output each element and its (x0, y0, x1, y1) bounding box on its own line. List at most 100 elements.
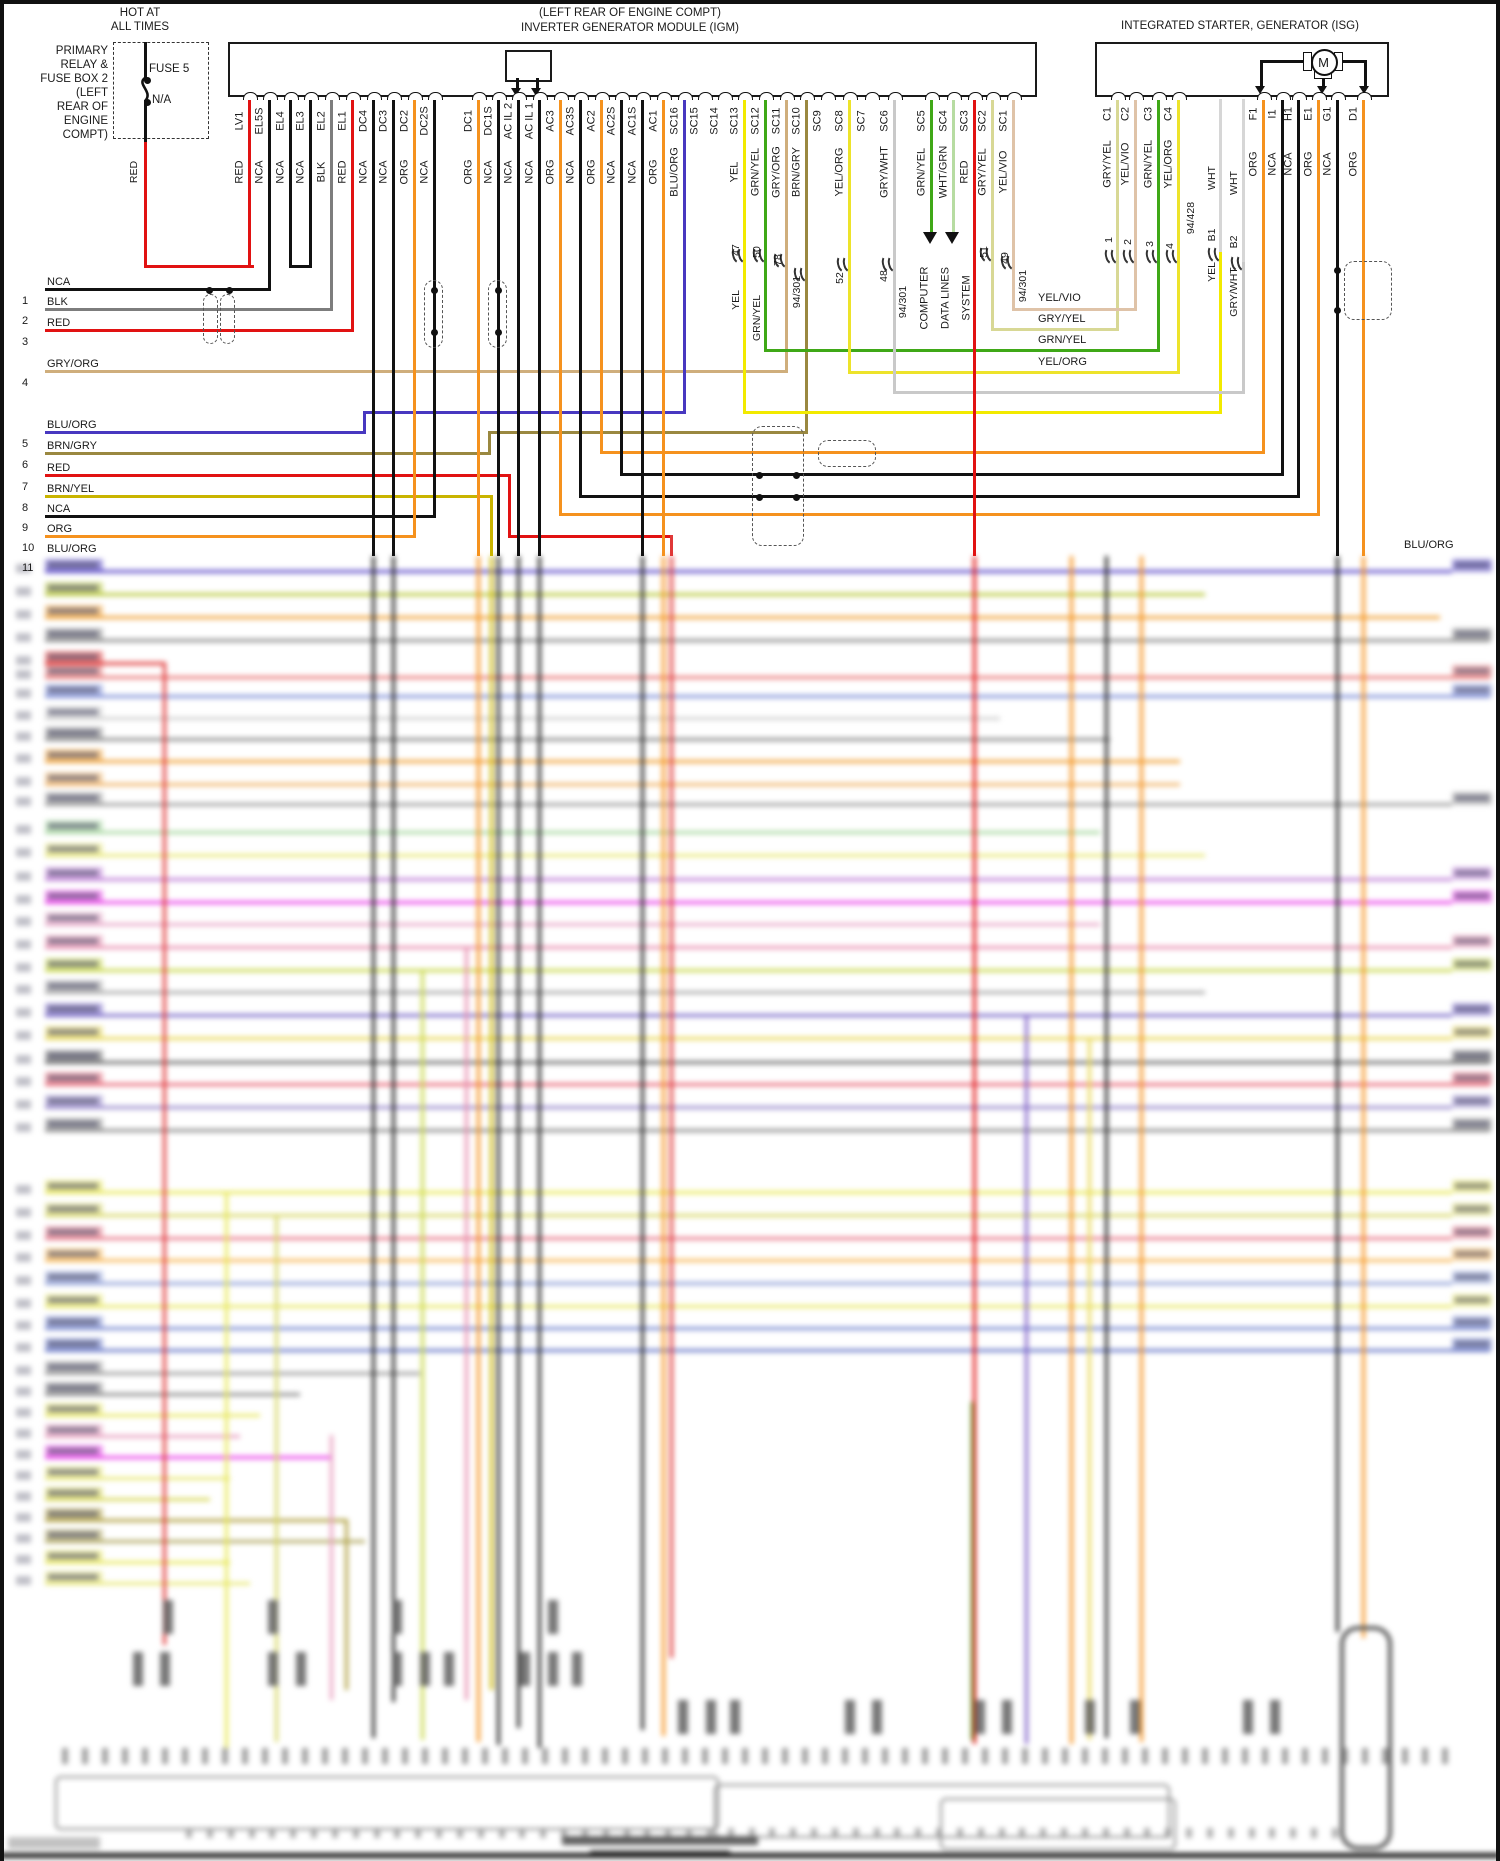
connector-pin-arc (780, 92, 795, 100)
connector-pin-arc (533, 92, 548, 100)
blurred-caption-text (562, 1836, 758, 1845)
blurred-terminal-tick (331, 1828, 338, 1838)
motor-icon (1311, 49, 1338, 76)
blurred-wire (275, 1214, 279, 1742)
computer-data-lines-text: DATA LINES (939, 267, 952, 329)
blurred-wire (490, 556, 494, 1690)
connector-pin-arc (738, 92, 753, 100)
blurred-terminal-tick (222, 1748, 228, 1764)
row-number-10: 10 (22, 542, 35, 554)
fuse-block-line: (LEFT (76, 87, 108, 99)
splice-label: 94/301 (896, 285, 909, 319)
junction-dot (144, 99, 151, 106)
blurred-label-ink (48, 823, 98, 829)
blurred-label-ink (48, 1274, 98, 1280)
blurred-terminal-tick (915, 1828, 922, 1838)
wire-color-label: GRY/YEL (1101, 140, 1114, 188)
blurred-label-ink (48, 1251, 98, 1257)
blurred-row-number (16, 985, 31, 994)
pin-label-acil2: AC IL 2 (502, 102, 515, 140)
blurred-terminal-tick (862, 1748, 868, 1764)
blurred-label-ink (1455, 1274, 1489, 1280)
blurred-terminal-tick (1402, 1748, 1408, 1764)
connector-pin-arc (800, 92, 815, 100)
blurred-row-number (16, 754, 31, 763)
pin-label-sc10: SC10 (790, 107, 803, 135)
pin-label-sc14: SC14 (708, 107, 721, 135)
pin-label-c4: C4 (1162, 106, 1175, 122)
blurred-row-number (16, 1123, 31, 1132)
blurred-label-ink (48, 1448, 98, 1454)
wire-segment (508, 535, 673, 538)
blurred-wire (45, 1259, 1452, 1263)
blurred-terminal-tick (1322, 1748, 1328, 1764)
blurred-row-number (16, 1450, 31, 1459)
connector-pin-arc (657, 92, 672, 100)
splice-label: B2 (1227, 235, 1240, 249)
blurred-terminal-tick (62, 1748, 68, 1764)
pin-label-c1: C1 (1101, 106, 1114, 122)
blurred-row-number (16, 1299, 31, 1308)
blurred-wire (163, 662, 167, 1645)
wire-segment (743, 99, 746, 414)
blurred-row-number (16, 1253, 31, 1262)
blurred-wire (662, 556, 666, 1736)
all-times-label: ALL TIMES (110, 21, 170, 33)
blurred-label-ink (48, 730, 98, 736)
blurred-wire (45, 1327, 1490, 1331)
blurred-terminal-tick (262, 1748, 268, 1764)
pin-label-sc12: SC12 (749, 107, 762, 135)
wire-color-label: NCA (605, 160, 618, 184)
wire-segment (538, 99, 541, 556)
wire-segment (893, 391, 1245, 394)
pin-label-el3: EL3 (294, 111, 307, 131)
computer-data-lines-text: COMPUTER (918, 266, 931, 330)
wire-segment (45, 474, 511, 477)
connector-pin-arc (1257, 92, 1272, 100)
wire-segment (1297, 99, 1300, 498)
blurred-terminal-tick (373, 1828, 380, 1838)
junction-dot (431, 287, 438, 294)
wire-segment (559, 513, 1320, 516)
wire-segment (508, 474, 511, 538)
wire-color-label: YEL/ORG (833, 147, 846, 197)
wire-color-label: YEL/ORG (1038, 356, 1087, 368)
wire-color-label: GRY/YEL (976, 148, 989, 196)
wire-color-label: YEL/VIO (1119, 142, 1132, 186)
blurred-label-ink (48, 915, 98, 921)
connector-pin-arc (512, 92, 527, 100)
blurred-wire (517, 556, 521, 1728)
blurred-wire (421, 969, 425, 1740)
pin-label-c3: C3 (1142, 106, 1155, 122)
blurred-label-ink (48, 1385, 98, 1391)
blurred-terminal-tick (394, 1828, 401, 1838)
splice-label: B1 (1205, 228, 1218, 242)
blurred-terminal-tick (998, 1828, 1005, 1838)
blurred-terminal-tick (894, 1828, 901, 1838)
blurred-terminal-tick (402, 1748, 408, 1764)
blurred-label-ink (48, 893, 98, 899)
connector-pin-arc (472, 92, 487, 100)
wire-segment (144, 100, 147, 142)
blurred-terminal-tick (242, 1748, 248, 1764)
splice-label: RED (127, 160, 140, 184)
blurred-label-ink (1455, 1206, 1489, 1212)
wire-segment (289, 265, 312, 268)
blurred-wire (45, 738, 1110, 742)
blurred-connector-block (1130, 1700, 1140, 1734)
blurred-wire (45, 616, 1440, 620)
splice-label: 2 (1121, 239, 1134, 245)
wire-color-label: NCA (1266, 152, 1279, 176)
blurred-terminal-tick (522, 1748, 528, 1764)
blurred-terminal-tick (1162, 1748, 1168, 1764)
blurred-connector-box (714, 1784, 1170, 1838)
blurred-connector-block (444, 1652, 454, 1686)
blurred-connector-block (678, 1700, 688, 1734)
blurred-terminal-tick (602, 1748, 608, 1764)
blurred-terminal-tick (436, 1828, 443, 1838)
splice-label: 50 (750, 246, 763, 258)
connector-pin-arc (843, 92, 858, 100)
splice-label: 47 (729, 244, 742, 256)
junction-dot (431, 329, 438, 336)
splice-label: 51 (977, 246, 990, 258)
